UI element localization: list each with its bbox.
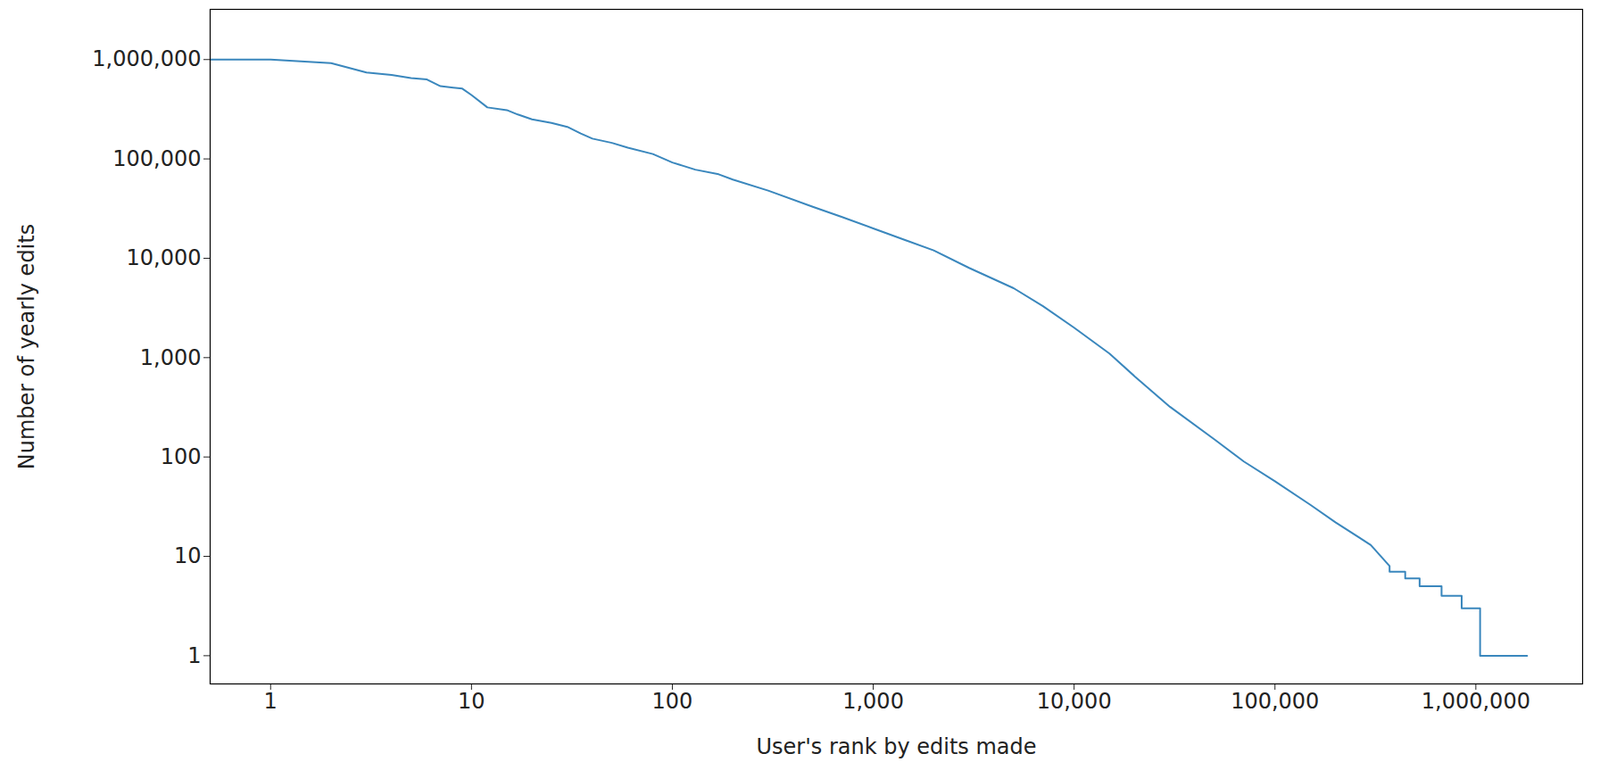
svg-text:1,000,000: 1,000,000	[91, 46, 201, 72]
svg-text:1,000: 1,000	[140, 344, 202, 370]
svg-text:10,000: 10,000	[126, 245, 202, 271]
svg-text:10: 10	[457, 688, 486, 714]
svg-text:1,000,000: 1,000,000	[1421, 688, 1531, 714]
svg-text:1: 1	[264, 688, 278, 714]
svg-text:User's rank by edits made: User's rank by edits made	[755, 734, 1037, 760]
svg-text:1: 1	[187, 643, 201, 669]
svg-text:Number of yearly edits: Number of yearly edits	[14, 223, 40, 470]
svg-text:100,000: 100,000	[112, 146, 201, 172]
svg-text:100: 100	[652, 688, 694, 714]
svg-text:1,000: 1,000	[842, 688, 904, 714]
svg-text:10: 10	[174, 543, 202, 569]
svg-text:100,000: 100,000	[1230, 688, 1319, 714]
svg-text:100: 100	[160, 444, 202, 470]
svg-text:10,000: 10,000	[1036, 688, 1112, 714]
